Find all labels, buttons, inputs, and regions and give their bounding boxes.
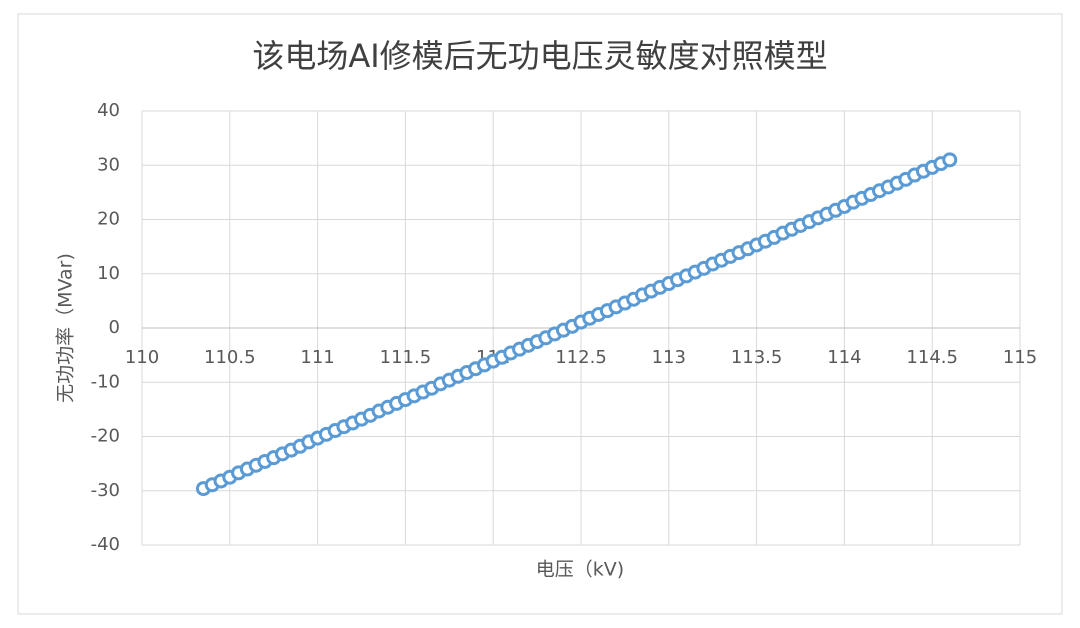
x-tick-label: 111.5 — [380, 347, 432, 368]
x-tick-label: 112.5 — [555, 347, 607, 368]
data-point — [942, 152, 958, 168]
x-tick-label: 114 — [827, 347, 861, 368]
x-tick-label: 110 — [125, 347, 159, 368]
x-tick-label: 111 — [300, 347, 334, 368]
y-tick-label: 30 — [97, 154, 120, 175]
y-tick-label: 20 — [97, 209, 120, 230]
x-tick-label: 113.5 — [731, 347, 783, 368]
chart-title: 该电场AI修模后无功电压灵敏度对照模型 — [252, 37, 827, 75]
x-axis-label: 电压（kV) — [536, 559, 624, 581]
x-tick-label: 110.5 — [204, 347, 256, 368]
y-tick-label: -40 — [91, 534, 120, 555]
y-tick-label: -20 — [91, 426, 120, 447]
y-tick-label: 40 — [97, 100, 120, 121]
y-tick-label: -10 — [91, 371, 120, 392]
x-tick-label: 115 — [1003, 347, 1037, 368]
x-tick-label: 113 — [652, 347, 686, 368]
y-tick-label: 10 — [97, 263, 120, 284]
y-tick-label: 0 — [109, 317, 120, 338]
y-tick-label: -30 — [91, 480, 120, 501]
x-tick-label: 114.5 — [906, 347, 958, 368]
chart-border — [17, 13, 1063, 615]
y-axis-label: 无功功率（MVar) — [55, 253, 77, 403]
